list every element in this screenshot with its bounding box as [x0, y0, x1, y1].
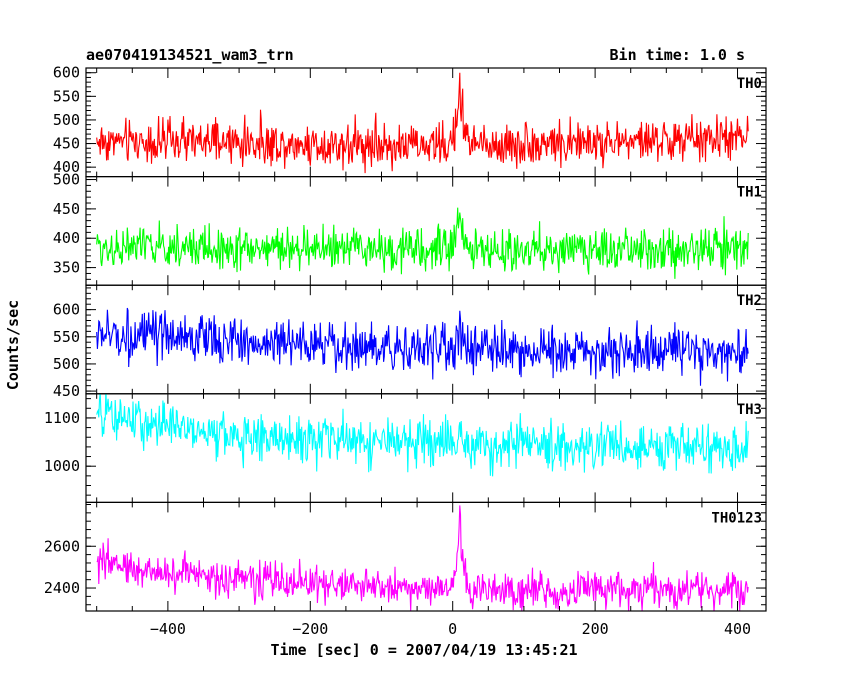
panels-group: 400 450 500 550 600 TH0 350 400 450 500 TH1 450 500 5… — [44, 64, 767, 638]
panel-frame — [85, 501, 767, 612]
panel-label-th0123: TH0123 — [711, 510, 762, 526]
x-axis-label: Time [sec] 0 = 2007/04/19 13:45:21 — [270, 641, 577, 659]
y-tick-label: 500 — [53, 355, 80, 373]
panel-label-th1: TH1 — [737, 185, 762, 201]
panel-th0: 400 450 500 550 600 TH0 — [53, 64, 767, 178]
y-tick-label: 400 — [53, 158, 80, 176]
y-tick-label: 550 — [53, 87, 80, 105]
panel-label-th2: TH2 — [737, 293, 762, 309]
panel-label-th3: TH3 — [737, 402, 762, 418]
panel-label-th0: TH0 — [737, 76, 762, 92]
y-axis-label: Counts/sec — [4, 300, 22, 390]
x-tick-label: 400 — [724, 620, 751, 638]
panel-th1: 350 400 450 500 TH1 — [53, 171, 767, 286]
x-tick-label: −400 — [150, 620, 186, 638]
y-tick-label: 2400 — [44, 579, 80, 597]
series-th3-line — [96, 393, 749, 477]
bin-time-label: Bin time: 1.0 s — [610, 46, 745, 64]
series-th0-line — [96, 72, 749, 174]
series-th1-line — [96, 207, 749, 279]
y-tick-label: 350 — [53, 259, 80, 277]
y-tick-label: 450 — [53, 135, 80, 153]
y-tick-label: 450 — [53, 200, 80, 218]
y-tick-label: 2600 — [44, 537, 80, 555]
y-tick-label: 1000 — [44, 457, 80, 475]
y-tick-label: 1100 — [44, 409, 80, 427]
y-tick-label: 500 — [53, 171, 80, 189]
series-th0123-line — [96, 505, 749, 611]
y-tick-label: 550 — [53, 328, 80, 346]
panel-th0123: 2400 2600 TH0123 — [44, 501, 767, 612]
y-tick-label: 450 — [53, 382, 80, 400]
y-tick-label: 600 — [53, 64, 80, 82]
y-tick-label: 500 — [53, 111, 80, 129]
x-tick-label: 0 — [448, 620, 457, 638]
x-tick-label: −200 — [292, 620, 328, 638]
series-th2-line — [96, 307, 749, 386]
y-tick-label: 400 — [53, 229, 80, 247]
y-tick-label: 600 — [53, 301, 80, 319]
panel-th3: 1000 1100 TH3 — [44, 393, 767, 503]
panel-th2: 450 500 550 600 TH2 — [53, 284, 767, 400]
panel-frame — [85, 393, 767, 503]
x-tick-label: 200 — [582, 620, 609, 638]
chart-title: ae070419134521_wam3_trn — [86, 46, 294, 64]
